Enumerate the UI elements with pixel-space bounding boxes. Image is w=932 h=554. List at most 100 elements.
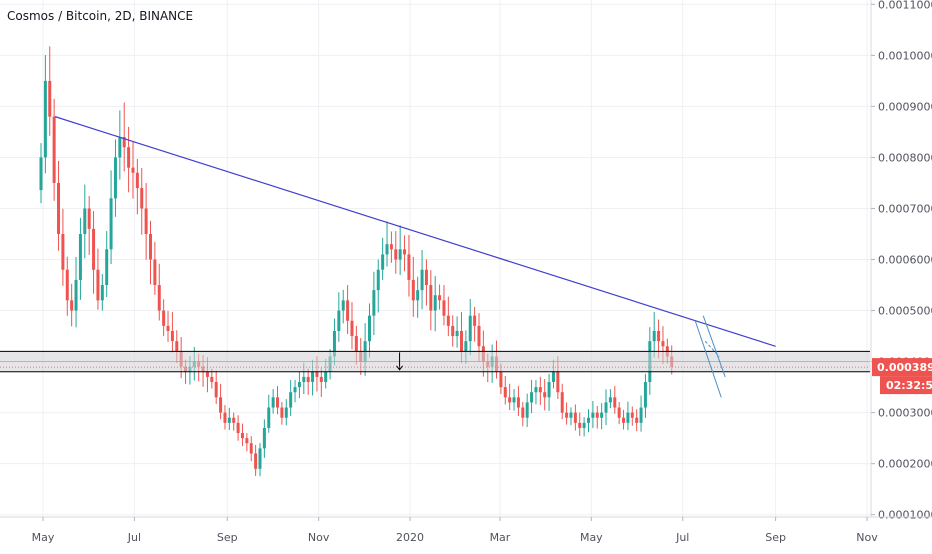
x-tick-label: May [580,531,603,544]
candle-body [153,259,157,286]
candle-body [289,392,293,408]
candle-body [455,330,459,337]
candle-body [245,438,249,444]
y-tick-label: 0.0006000 [878,254,932,267]
candle-body [604,402,608,413]
candle-body [249,443,253,454]
candle-body [617,407,621,418]
x-tick-label: Jul [127,531,141,544]
flag-line-lower [694,320,722,398]
y-tick-label: 0.0008000 [878,151,932,164]
candle-body [276,397,280,408]
candle-body [516,397,520,408]
y-tick-label: 0.0009000 [878,100,932,113]
candle-body [626,412,630,423]
candle-body [262,427,266,449]
candle-body [350,320,354,337]
candle-body [630,412,634,418]
candle-body [538,387,542,393]
candle-body [595,412,599,418]
candle-body [140,188,144,209]
candle-body [565,412,569,418]
candle-body [65,269,69,301]
candle-body [113,157,117,199]
candle-body [162,310,166,326]
current-price-badge [872,358,932,377]
candle-body [205,371,209,377]
candle-body [578,422,582,428]
current-price-label: 0.0003892 [877,361,932,374]
candle-body [175,341,179,352]
candle-body [144,208,148,235]
candle-body [346,300,350,321]
candle-body [398,249,402,260]
candle-body [332,330,336,357]
candle-body [587,417,590,423]
x-tick-label: Sep [217,531,238,544]
candle-body [411,279,415,301]
candle-body [459,330,463,352]
candle-body [48,80,52,117]
candle-body [381,254,385,270]
x-tick-label: Mar [490,531,511,544]
candle-body [109,198,113,250]
candle-body [96,269,100,301]
candle-body [293,387,297,393]
support-zone [0,350,870,373]
candle-body [354,336,358,352]
candle-body [149,234,152,260]
candle-body [214,382,218,398]
candle-body [39,157,43,191]
candle-body [600,412,604,418]
candle-body [551,371,555,383]
candle-body [582,422,586,428]
x-tick-label: Sep [765,531,786,544]
candle-body [573,412,577,423]
candle-body [569,412,573,418]
candle-body [530,392,534,403]
drawings [0,116,870,398]
candle-body [315,371,319,377]
grid-lines [0,0,870,517]
candle-body [78,234,82,280]
candle-body [424,269,428,286]
candle-body [52,116,56,183]
candle-body [394,249,398,260]
candle-body [227,417,231,423]
candle-body [210,376,214,383]
candle-body [127,147,131,168]
candle-body [389,244,393,250]
candle-body [319,376,323,383]
y-tick-label: 0.0011000 [878,0,932,11]
candle-body [429,285,433,311]
countdown-badge [880,376,932,395]
trendline [54,116,776,347]
candle-body [503,387,507,398]
candle-body [639,407,643,423]
candle-body [385,244,389,255]
y-tick-label: 0.0005000 [878,305,932,318]
candle-body [297,382,301,388]
x-tick-label: Nov [308,531,330,544]
candle-body [236,422,240,434]
candle-body [643,382,647,408]
candle-body [43,80,47,158]
candle-body [525,402,529,418]
candle-body [521,407,525,418]
candle-body [420,269,424,291]
candle-body [376,269,380,291]
candle-body [284,407,288,418]
candle-body [219,397,223,413]
flag-line-upper [702,315,726,378]
arrow-head [396,365,403,371]
candle-body [508,397,512,403]
flag-line-mid [704,340,720,357]
candle-body [547,382,551,398]
candle-body [543,392,547,398]
countdown-label: 02:32:58 [886,379,932,392]
x-tick-label: 2020 [396,531,424,544]
candle-body [442,300,446,316]
